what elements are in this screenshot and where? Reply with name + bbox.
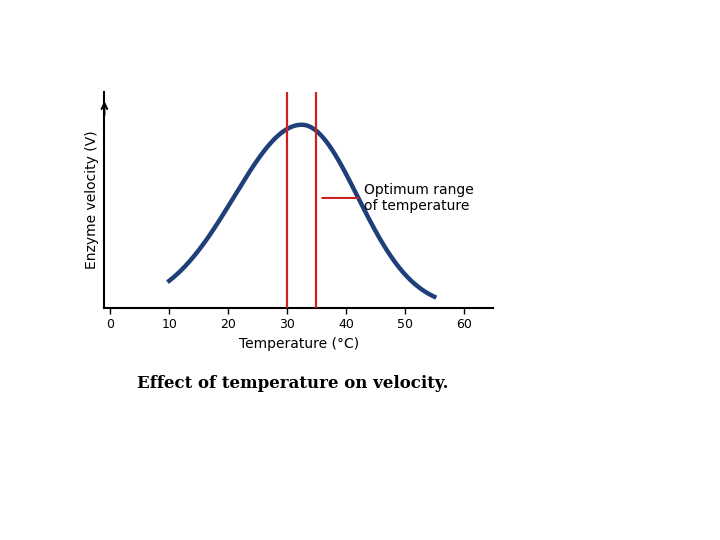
Y-axis label: Enzyme velocity (V): Enzyme velocity (V)	[85, 131, 99, 269]
Text: Effect of temperature on velocity.: Effect of temperature on velocity.	[137, 375, 449, 392]
Text: Optimum range
of temperature: Optimum range of temperature	[322, 183, 473, 213]
X-axis label: Temperature (°C): Temperature (°C)	[239, 337, 359, 351]
